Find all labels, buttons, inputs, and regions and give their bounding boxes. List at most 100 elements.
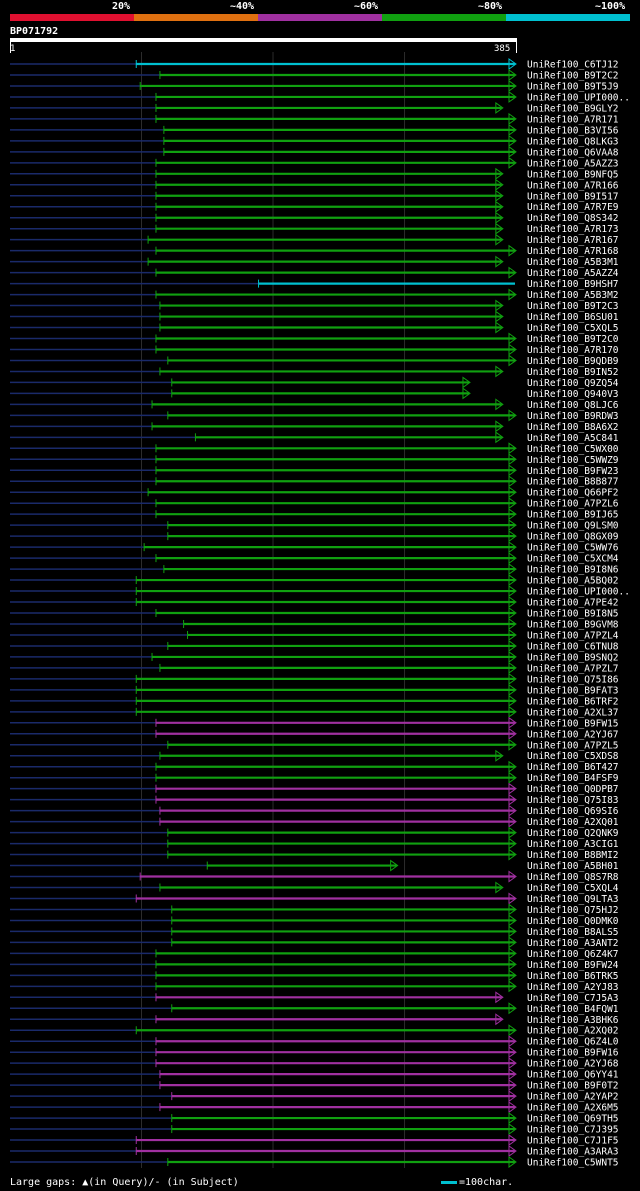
hit-row[interactable]: UniRef100_Q75I86 [10,672,619,686]
hit-row[interactable]: UniRef100_C5XQL4 [10,881,619,895]
hit-row[interactable]: UniRef100_B8A6X2 [10,420,619,433]
hit-row[interactable]: UniRef100_C5WW76 [10,541,619,554]
hit-row[interactable]: UniRef100_B6TRK5 [10,969,619,982]
hit-row[interactable]: UniRef100_A7R170 [10,343,619,356]
hit-row[interactable]: UniRef100_B9T2C3 [10,299,619,313]
hit-label[interactable]: UniRef100_Q69SI6 [527,806,619,817]
hit-row[interactable]: UniRef100_B9F0T2 [10,1079,619,1092]
hit-label[interactable]: UniRef100_C5XQL5 [527,323,619,334]
hit-row[interactable]: UniRef100_C5WX00 [10,442,619,455]
hit-row[interactable]: UniRef100_Q9LTA3 [10,892,619,905]
hit-row[interactable]: UniRef100_A5BH01 [10,859,619,873]
hit-row[interactable]: UniRef100_A7PZL7 [10,661,619,675]
hit-row[interactable]: UniRef100_UPI000.. [10,585,630,598]
hit-row[interactable]: UniRef100_A7R7E9 [10,200,619,214]
hit-label[interactable]: UniRef100_A7R170 [527,345,619,356]
hit-label[interactable]: UniRef100_A3CIG1 [527,839,619,850]
hit-label[interactable]: UniRef100_Q66PF2 [527,488,619,499]
hit-label[interactable]: UniRef100_Q8LKG3 [527,136,619,147]
hit-label[interactable]: UniRef100_Q75I83 [527,795,619,806]
hit-label[interactable]: UniRef100_A7R7E9 [527,202,619,213]
hit-row[interactable]: UniRef100_Q9ZQ54 [10,376,619,389]
hit-row[interactable]: UniRef100_Q8GX09 [10,530,619,543]
hit-row[interactable]: UniRef100_A7PZL5 [10,738,619,752]
hit-row[interactable]: UniRef100_C5WWZ9 [10,453,619,466]
hit-row[interactable]: UniRef100_A3BHK6 [10,1013,619,1026]
hit-row[interactable]: UniRef100_Q6Z4K7 [10,947,619,960]
hit-row[interactable]: UniRef100_A2YJ83 [10,980,619,993]
hit-row[interactable]: UniRef100_C5WNT5 [10,1156,619,1169]
hit-row[interactable]: UniRef100_A3CIG1 [10,837,619,851]
hit-row[interactable]: UniRef100_B9NFQ5 [10,167,619,181]
hit-label[interactable]: UniRef100_B9FW15 [527,718,619,729]
hit-label[interactable]: UniRef100_B9T2C0 [527,334,619,345]
hit-label[interactable]: UniRef100_C5WNT5 [527,1158,619,1169]
hit-row[interactable]: UniRef100_A2XQ02 [10,1024,619,1037]
hit-row[interactable]: UniRef100_C7J395 [10,1123,619,1136]
hit-label[interactable]: UniRef100_A5B3M1 [527,257,619,268]
hit-label[interactable]: UniRef100_UPI000.. [527,92,630,103]
hit-row[interactable]: UniRef100_B9IJ65 [10,508,619,521]
hit-row[interactable]: UniRef100_A7R173 [10,222,619,236]
hit-row[interactable]: UniRef100_A7PZL6 [10,497,619,510]
hit-row[interactable]: UniRef100_Q8LKG3 [10,134,619,148]
hit-label[interactable]: UniRef100_A7R168 [527,246,619,257]
hit-label[interactable]: UniRef100_A5B3M2 [527,290,619,301]
hit-row[interactable]: UniRef100_C6TJ12 [10,58,619,71]
hit-row[interactable]: UniRef100_Q6YY41 [10,1068,619,1081]
hit-label[interactable]: UniRef100_Q9ZQ54 [527,378,619,389]
hit-label[interactable]: UniRef100_Q8LJC6 [527,400,619,411]
hit-row[interactable]: UniRef100_B9HSH7 [10,279,619,290]
hit-row[interactable]: UniRef100_A7R168 [10,244,619,258]
hit-row[interactable]: UniRef100_C5XQL5 [10,321,619,335]
hit-label[interactable]: UniRef100_B9I8N5 [527,609,619,620]
hit-row[interactable]: UniRef100_Q75I83 [10,793,619,807]
hit-label[interactable]: UniRef100_B6T427 [527,762,619,773]
hit-row[interactable]: UniRef100_A7PZL4 [10,628,619,642]
hit-label[interactable]: UniRef100_B9FW24 [527,960,619,971]
hit-row[interactable]: UniRef100_B3VI56 [10,123,619,137]
hit-row[interactable]: UniRef100_A5AZZ3 [10,156,619,170]
hit-row[interactable]: UniRef100_B6SU01 [10,310,619,324]
hit-row[interactable]: UniRef100_B9IN52 [10,365,619,378]
hit-label[interactable]: UniRef100_A2YJ68 [527,1059,619,1070]
hit-row[interactable]: UniRef100_C7J1F5 [10,1134,619,1147]
hit-label[interactable]: UniRef100_A7PZL6 [527,499,619,510]
hit-row[interactable]: UniRef100_C5XDS8 [10,749,619,763]
hit-row[interactable]: UniRef100_A7R167 [10,233,619,247]
hit-label[interactable]: UniRef100_A2XL37 [527,707,619,718]
hit-label[interactable]: UniRef100_A7R166 [527,180,619,191]
hit-label[interactable]: UniRef100_C6TJ12 [527,60,619,71]
hit-label[interactable]: UniRef100_B4FSF9 [527,773,619,784]
hit-row[interactable]: UniRef100_B8B877 [10,475,619,488]
hit-label[interactable]: UniRef100_UPI000.. [527,587,630,598]
hit-label[interactable]: UniRef100_A3ANT2 [527,938,619,949]
hit-label[interactable]: UniRef100_B8ALS5 [527,927,619,938]
hit-row[interactable]: UniRef100_B9RDW3 [10,409,619,422]
hit-label[interactable]: UniRef100_B9FAT3 [527,685,619,696]
hit-row[interactable]: UniRef100_B8ALS5 [10,925,619,938]
hit-label[interactable]: UniRef100_Q940V3 [527,389,619,400]
hit-label[interactable]: UniRef100_Q0DPB7 [527,784,619,795]
hit-row[interactable]: UniRef100_B8BMI2 [10,848,619,862]
hit-label[interactable]: UniRef100_Q8S7R8 [527,872,619,883]
hit-label[interactable]: UniRef100_A2XQ01 [527,817,619,828]
hit-label[interactable]: UniRef100_B9GVM8 [527,619,619,630]
hit-row[interactable]: UniRef100_A3ANT2 [10,936,619,949]
hit-row[interactable]: UniRef100_C5XCM4 [10,552,619,565]
hit-row[interactable]: UniRef100_B9I8N6 [10,563,619,576]
hit-label[interactable]: UniRef100_A7PZL4 [527,630,619,641]
hit-label[interactable]: UniRef100_B9NFQ5 [527,169,619,180]
hit-label[interactable]: UniRef100_C6TNU8 [527,641,619,652]
hit-row[interactable]: UniRef100_C6TNU8 [10,639,619,653]
hit-row[interactable]: UniRef100_B9T2C2 [10,69,619,82]
hit-label[interactable]: UniRef100_A2XQ02 [527,1026,619,1037]
hit-row[interactable]: UniRef100_Q9LSM0 [10,519,619,532]
hit-label[interactable]: UniRef100_C5XQL4 [527,883,619,894]
hit-label[interactable]: UniRef100_B6SU01 [527,312,619,323]
hit-label[interactable]: UniRef100_B9I517 [527,191,619,202]
hit-label[interactable]: UniRef100_Q6Z4L0 [527,1037,619,1048]
hit-row[interactable]: UniRef100_B9I8N5 [10,607,619,620]
hit-label[interactable]: UniRef100_C5WW76 [527,543,619,554]
hit-label[interactable]: UniRef100_B8A6X2 [527,422,619,433]
